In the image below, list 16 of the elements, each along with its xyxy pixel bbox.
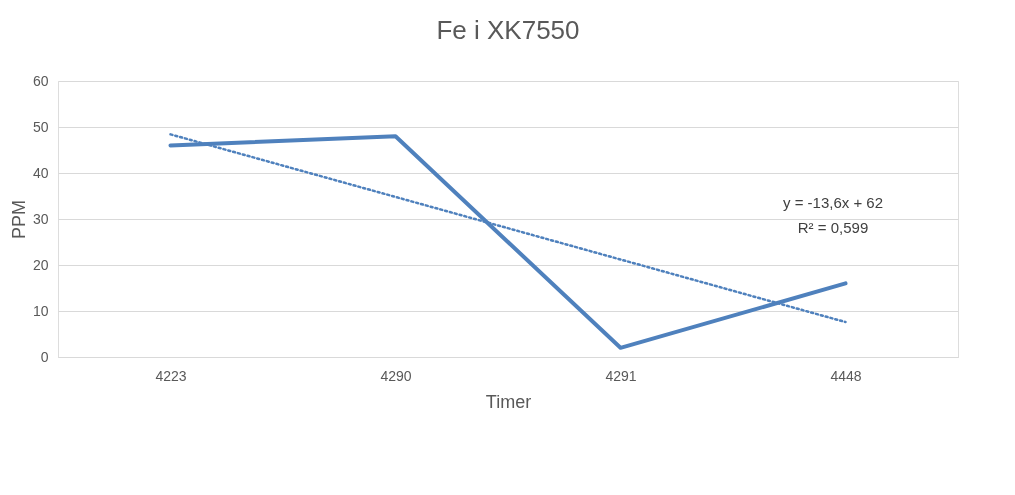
- x-tick-label: 4223: [155, 367, 187, 384]
- x-tick-label: 4290: [380, 367, 412, 384]
- y-tick-label: 30: [32, 210, 49, 227]
- y-tick-label: 0: [40, 348, 49, 365]
- annotation: R² = 0,599: [797, 219, 869, 236]
- x-tick-label: 4448: [830, 367, 862, 384]
- y-axis-title: PPM: [8, 199, 29, 240]
- y-tick-label: 20: [32, 256, 49, 273]
- y-tick-label: 50: [32, 118, 49, 135]
- y-tick-label: 10: [32, 302, 49, 319]
- chart-title: Fe i XK7550: [436, 15, 580, 45]
- y-tick-label: 40: [32, 164, 49, 181]
- annotation: y = -13,6x + 62: [782, 194, 884, 211]
- y-tick-label: 60: [32, 72, 49, 89]
- x-tick-label: 4291: [605, 367, 637, 384]
- x-axis-title: Timer: [485, 391, 532, 412]
